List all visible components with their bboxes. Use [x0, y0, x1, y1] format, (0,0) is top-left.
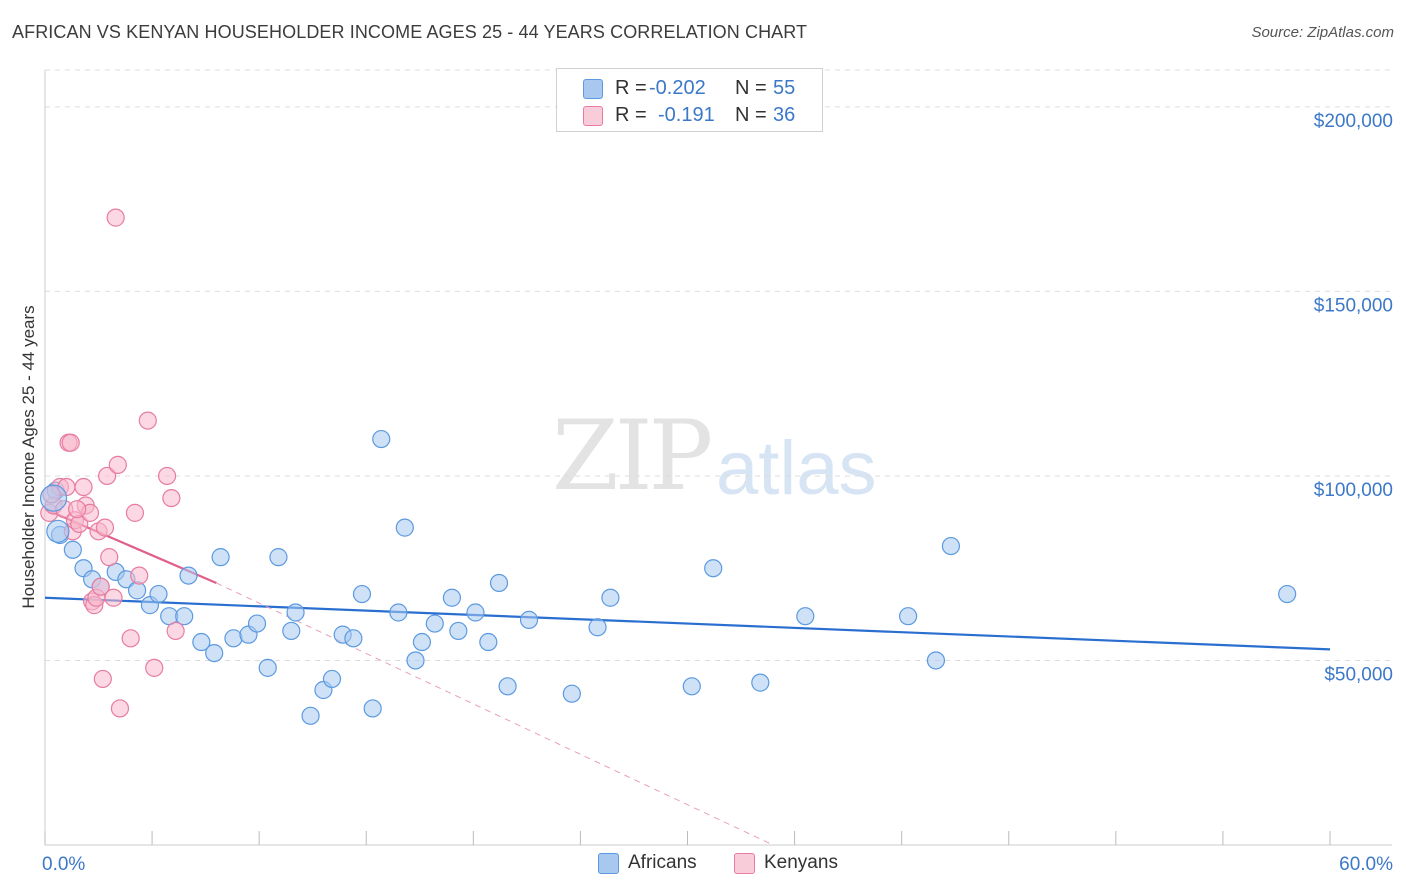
africans-point: [205, 643, 224, 663]
africans-point: [258, 658, 277, 677]
legend-row-kenyans: R = -0.191 N = 36: [557, 102, 822, 128]
africans-point: [449, 621, 468, 641]
trend-lines: [44, 508, 1331, 846]
africans-point: [704, 559, 723, 578]
axis-labels: $50,000 $100,000 $150,000 $200,000 0.0% 60.0%…: [19, 111, 1393, 875]
africans-point: [466, 603, 485, 622]
n-label: N =: [735, 77, 767, 99]
kenyans-point: [157, 466, 177, 486]
africans-point: [344, 629, 363, 648]
africans-point: [601, 588, 620, 607]
africans-point: [247, 614, 267, 633]
data-points: [39, 208, 1297, 725]
y-axis-label: Householder Income Ages 25 - 44 years: [19, 305, 38, 608]
r-label: R =: [615, 77, 647, 99]
africans-point: [425, 614, 444, 633]
kenyans-point: [121, 629, 140, 648]
n-value: 55: [773, 77, 796, 99]
r-value: -0.202: [649, 77, 706, 99]
y-tick-label: $150,000: [1314, 295, 1393, 316]
africans-point: [898, 607, 918, 626]
africans-point: [796, 607, 815, 626]
africans-point: [519, 610, 539, 629]
kenyans-point: [130, 566, 149, 585]
r-label: R =: [615, 104, 647, 126]
africans-point: [269, 548, 288, 567]
x-tick-label: 60.0%: [1339, 854, 1393, 875]
kenyans-point: [108, 455, 127, 474]
africans-point: [1278, 584, 1297, 604]
africans-point: [372, 429, 391, 449]
africans-point: [389, 603, 408, 622]
x-tick-label: 0.0%: [42, 854, 85, 875]
legend-row-africans: R = -0.202 N = 55: [557, 75, 822, 101]
africans-point: [395, 518, 414, 537]
africans-point: [301, 706, 320, 725]
watermark-zip: ZIP: [552, 400, 713, 512]
kenyans-trend-extension: [216, 582, 774, 846]
kenyans-point: [162, 488, 181, 508]
africans-point: [562, 684, 581, 703]
africans-point: [63, 540, 82, 559]
africans-point: [751, 673, 770, 692]
africans-legend-swatch: [598, 853, 619, 874]
chart-title: AFRICAN VS KENYAN HOUSEHOLDER INCOME AGE…: [12, 22, 808, 42]
africans-point: [322, 669, 342, 689]
africans-point: [179, 566, 198, 585]
kenyans-point: [74, 477, 93, 497]
africans-point: [588, 618, 607, 637]
axes: [44, 70, 1392, 846]
africans-point: [352, 584, 372, 604]
africans-point: [406, 651, 425, 670]
n-label: N =: [735, 104, 767, 126]
africans-point: [926, 651, 946, 670]
africans-legend-label: Africans: [628, 852, 697, 873]
kenyans-point: [110, 699, 130, 718]
africans-point: [412, 632, 432, 652]
africans-point: [363, 699, 382, 718]
africans-point: [286, 603, 305, 622]
kenyans-point: [91, 577, 110, 596]
n-value: 36: [773, 104, 796, 126]
kenyans-legend-label: Kenyans: [764, 852, 838, 873]
africans-point: [175, 607, 194, 626]
africans-point: [39, 484, 68, 512]
kenyans-point: [145, 658, 164, 677]
africans-trend-line: [44, 596, 1331, 651]
kenyans-point: [166, 621, 185, 641]
y-tick-label: $200,000: [1314, 111, 1393, 132]
africans-point: [149, 584, 168, 604]
africans-point: [498, 677, 517, 696]
africans-point: [192, 632, 211, 652]
africans-point: [479, 632, 498, 652]
kenyans-point: [95, 518, 115, 537]
kenyans-point: [100, 548, 119, 567]
africans-point: [682, 677, 701, 696]
y-tick-label: $50,000: [1324, 664, 1393, 685]
africans-point: [211, 548, 230, 567]
africans-point: [489, 573, 509, 593]
africans-swatch: [583, 79, 603, 99]
source-label: Source: ZipAtlas.com: [1251, 24, 1394, 41]
kenyans-point: [125, 503, 145, 522]
kenyans-point: [61, 433, 80, 452]
africans-point: [224, 629, 243, 648]
watermark-atlas: atlas: [716, 426, 877, 511]
kenyans-point: [138, 411, 157, 430]
kenyans-swatch: [583, 106, 603, 126]
y-tick-label: $100,000: [1314, 480, 1393, 501]
kenyans-point: [68, 500, 87, 519]
kenyans-legend-swatch: [734, 853, 755, 874]
correlation-legend: R = -0.202 N = 55 R = -0.191 N = 36: [556, 68, 823, 132]
africans-point: [442, 588, 462, 607]
kenyans-point: [104, 588, 123, 607]
africans-point: [282, 621, 301, 641]
kenyans-point: [106, 208, 125, 227]
kenyans-point: [98, 466, 117, 486]
kenyans-point: [93, 669, 112, 689]
r-value: -0.191: [658, 104, 715, 126]
africans-point: [941, 536, 961, 556]
africans-point: [46, 519, 70, 543]
